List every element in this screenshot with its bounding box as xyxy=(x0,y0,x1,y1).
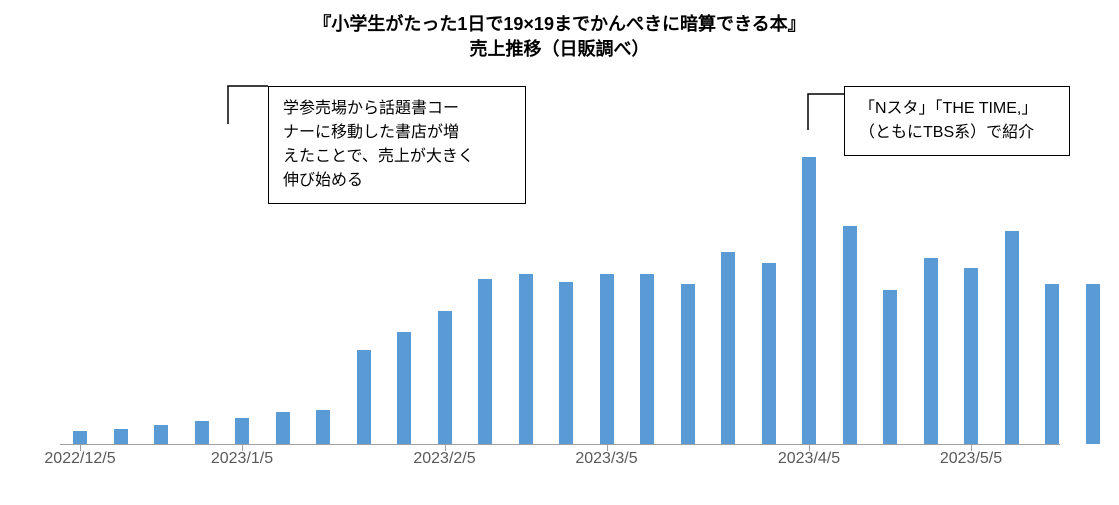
chart-title: 『小学生がたった1日で19×19までかんぺきに暗算できる本』 売上推移（日販調べ… xyxy=(0,0,1119,62)
bar xyxy=(883,290,897,444)
x-axis-labels: 2022/12/52023/1/52023/2/52023/3/52023/4/… xyxy=(60,450,1060,480)
x-axis-label: 2023/4/5 xyxy=(778,450,840,468)
bar xyxy=(114,429,128,444)
callout-right: 「Nスタ」「THE TIME,」 （ともにTBS系）で紹介 xyxy=(844,86,1070,156)
bar xyxy=(559,282,573,444)
bar xyxy=(519,274,533,444)
bar xyxy=(802,157,816,444)
bar xyxy=(478,279,492,444)
x-axis-label: 2023/1/5 xyxy=(211,450,273,468)
bar xyxy=(600,274,614,444)
bar xyxy=(640,274,654,444)
callout-left: 学参売場から話題書コーナーに移動した書店が増えたことで、売上が大きく伸び始める xyxy=(268,86,526,204)
title-line2: 売上推移（日販調べ） xyxy=(470,39,650,59)
callout-line: ナーに移動した書店が増 xyxy=(283,124,459,141)
title-line1: 『小学生がたった1日で19×19までかんぺきに暗算できる本』 xyxy=(313,14,805,34)
bar xyxy=(721,252,735,444)
bar xyxy=(438,311,452,444)
callout-line: 「Nスタ」「THE TIME,」 xyxy=(859,100,1037,117)
bar xyxy=(1045,284,1059,444)
bar xyxy=(964,268,978,444)
bar xyxy=(1005,231,1019,444)
bars-container xyxy=(60,114,1060,444)
bar xyxy=(762,263,776,444)
x-axis-label: 2023/3/5 xyxy=(575,450,637,468)
x-axis-label: 2023/5/5 xyxy=(940,450,1002,468)
bar xyxy=(195,421,209,444)
x-axis-label: 2023/2/5 xyxy=(413,450,475,468)
bar xyxy=(1086,284,1100,444)
bar xyxy=(276,412,290,444)
bar xyxy=(316,410,330,444)
callout-line: えたことで、売上が大きく xyxy=(283,148,474,165)
bar xyxy=(843,226,857,444)
x-axis-label: 2022/12/5 xyxy=(44,450,115,468)
x-axis-line xyxy=(60,444,1060,445)
bar xyxy=(397,332,411,444)
bar xyxy=(357,350,371,444)
callout-line: （ともにTBS系）で紹介 xyxy=(859,124,1034,141)
bar xyxy=(924,258,938,444)
callout-line: 学参売場から話題書コー xyxy=(283,100,459,117)
bar xyxy=(154,425,168,444)
bar xyxy=(681,284,695,444)
bar xyxy=(235,418,249,444)
chart-plot-area xyxy=(60,115,1060,445)
callout-line: 伸び始める xyxy=(283,172,363,189)
bar xyxy=(73,431,87,444)
